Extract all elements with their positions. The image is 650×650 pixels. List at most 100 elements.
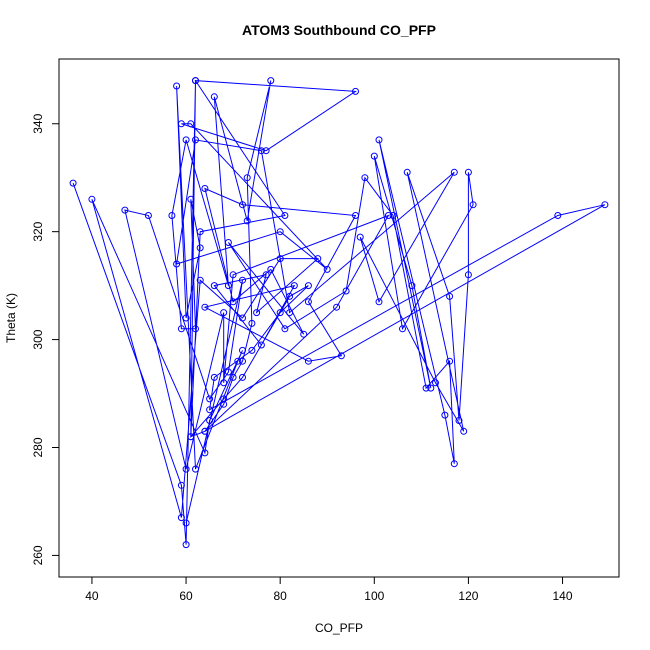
- data-point-104: [182, 465, 190, 473]
- data-point-87: [187, 433, 195, 441]
- plot-frame: [58, 58, 620, 578]
- data-point-48: [300, 330, 308, 338]
- data-point-75: [257, 147, 265, 155]
- data-point-77: [173, 260, 181, 268]
- x-tick-label-3: 100: [364, 589, 384, 603]
- data-point-1: [177, 481, 185, 489]
- data-point-2: [182, 541, 190, 549]
- data-point-20: [196, 244, 204, 252]
- y-tick-label-4: 340: [31, 113, 45, 133]
- data-point-39: [201, 303, 209, 311]
- x-tick-label-2: 80: [273, 589, 287, 603]
- data-point-97: [601, 201, 609, 209]
- data-point-57: [441, 411, 449, 419]
- data-point-23: [192, 465, 199, 473]
- data-point-108: [224, 368, 232, 376]
- data-point-22: [173, 82, 181, 90]
- y-tick-label-3: 320: [31, 221, 45, 241]
- data-point-27: [201, 449, 209, 457]
- x-tick-label-1: 60: [179, 589, 193, 603]
- data-point-76: [192, 136, 199, 144]
- data-point-50: [281, 325, 289, 333]
- data-point-110: [182, 519, 190, 527]
- data-point-60: [408, 282, 416, 290]
- data-point-42: [304, 298, 312, 306]
- data-point-62: [399, 325, 406, 333]
- data-point-95: [206, 406, 214, 414]
- data-point-54: [422, 384, 430, 392]
- x-axis: 40 60 80 100 120 140: [85, 577, 573, 603]
- chart-title: ATOM3 Southbound CO_PFP: [242, 22, 436, 38]
- data-point-31: [239, 314, 246, 322]
- data-point-8: [239, 357, 246, 365]
- data-point-71: [356, 233, 364, 241]
- data-point-88: [220, 395, 228, 403]
- data-point-85: [281, 212, 289, 219]
- data-point-35: [262, 271, 270, 279]
- data-point-45: [201, 185, 209, 192]
- series-co-pfp: [69, 77, 609, 549]
- data-point-99: [333, 303, 341, 311]
- data-point-78: [276, 228, 284, 236]
- data-point-93: [248, 346, 256, 354]
- data-point-21: [182, 314, 190, 322]
- data-point-25: [239, 346, 246, 354]
- data-point-103: [220, 309, 228, 317]
- data-point-28: [88, 195, 96, 203]
- data-point-109: [239, 276, 246, 284]
- y-tick-label-1: 280: [31, 437, 45, 457]
- x-axis-title: CO_PFP: [315, 621, 363, 635]
- x-tick-label-0: 40: [85, 589, 99, 603]
- data-point-69: [460, 427, 468, 435]
- data-point-70: [432, 379, 439, 387]
- data-point-33: [314, 255, 322, 263]
- data-point-29: [177, 514, 185, 522]
- data-point-98: [201, 427, 209, 435]
- data-point-63: [469, 201, 477, 209]
- data-point-17: [177, 325, 185, 333]
- y-axis-title: Theta (K): [4, 293, 18, 343]
- data-point-83: [352, 87, 359, 95]
- data-point-51: [342, 287, 350, 295]
- y-axis: 260 280 300 320 340: [31, 113, 59, 565]
- data-point-30: [196, 276, 204, 284]
- data-point-84: [192, 77, 199, 85]
- data-point-41: [337, 352, 345, 360]
- y-tick-label-0: 260: [31, 545, 45, 565]
- data-point-52: [361, 174, 369, 182]
- data-point-15: [182, 136, 190, 144]
- data-point-94: [210, 373, 218, 381]
- data-point-12: [243, 217, 251, 225]
- data-point-53: [389, 212, 397, 219]
- data-point-46: [229, 298, 237, 306]
- data-point-14: [224, 282, 232, 290]
- data-point-58: [375, 136, 383, 144]
- data-point-67: [446, 292, 454, 300]
- data-point-64: [464, 168, 472, 176]
- data-point-105: [121, 206, 129, 214]
- data-point-11: [267, 77, 275, 85]
- data-point-34: [253, 309, 261, 317]
- data-point-0: [69, 179, 77, 187]
- data-point-59: [427, 384, 435, 392]
- data-point-102: [220, 379, 228, 387]
- data-point-37: [257, 341, 265, 349]
- data-point-24: [234, 357, 242, 365]
- x-tick-label-4: 120: [458, 589, 478, 603]
- data-point-106: [144, 212, 152, 219]
- x-tick-label-5: 140: [553, 589, 573, 603]
- data-point-61: [370, 152, 378, 160]
- data-point-89: [239, 373, 246, 381]
- data-point-6: [220, 400, 228, 408]
- series-line-0: [72, 80, 606, 545]
- data-point-7: [229, 373, 237, 381]
- data-point-65: [464, 271, 472, 279]
- data-point-16: [168, 212, 176, 219]
- data-point-32: [276, 255, 284, 263]
- data-point-43: [352, 212, 359, 219]
- data-point-107: [206, 395, 214, 403]
- data-point-36: [210, 282, 218, 290]
- data-point-55: [446, 357, 454, 365]
- data-point-38: [290, 282, 298, 290]
